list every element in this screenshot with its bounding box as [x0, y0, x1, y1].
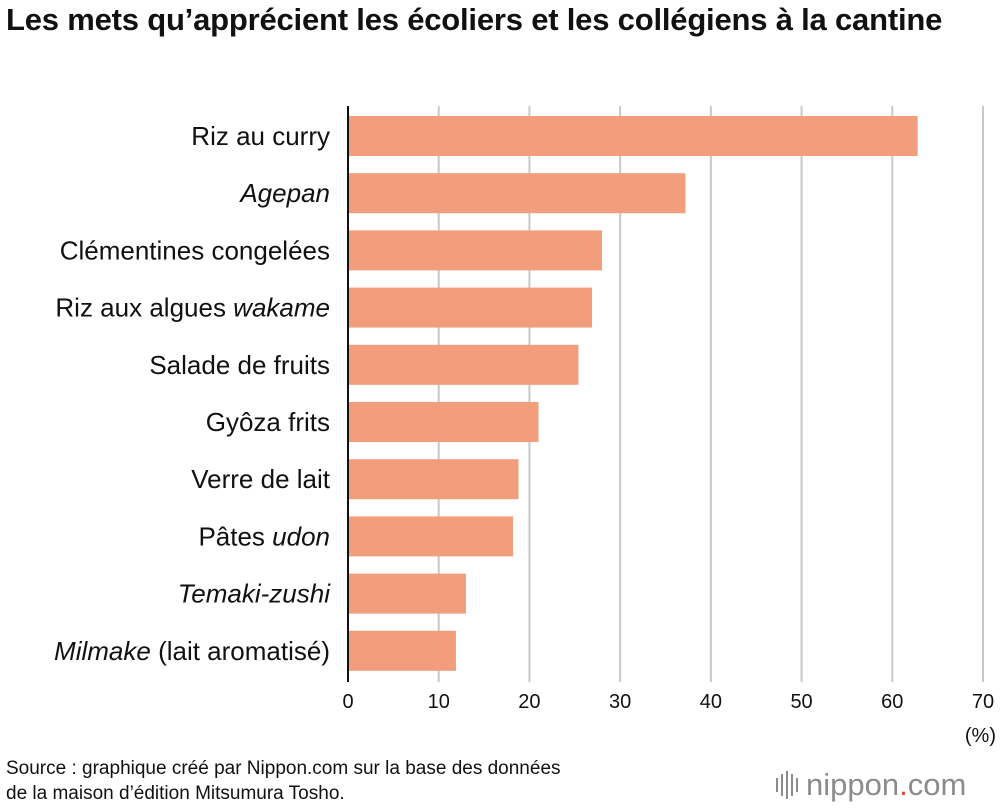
- category-label-part: wakame: [233, 293, 330, 323]
- category-label-part: Riz au curry: [191, 121, 330, 151]
- nippon-logo: nippon.com: [776, 767, 966, 802]
- category-label: Riz aux algues wakame: [55, 293, 330, 323]
- bars: [348, 116, 918, 671]
- x-tick-label: 30: [609, 691, 631, 713]
- bar: [348, 630, 456, 671]
- category-label: Agepan: [238, 178, 330, 208]
- source-line-1: Source : graphique créé par Nippon.com s…: [6, 758, 561, 779]
- logo-mark-icon: [776, 771, 798, 799]
- category-label-part: Riz aux algues: [55, 293, 233, 323]
- category-label: Verre de lait: [191, 464, 331, 494]
- bar: [348, 287, 593, 328]
- category-label: Temaki-zushi: [178, 579, 331, 609]
- x-tick-label: 50: [790, 691, 812, 713]
- brand-wordmark: nippon.com: [806, 767, 966, 802]
- bar: [348, 230, 602, 271]
- category-label-part: Verre de lait: [191, 464, 331, 494]
- bar: [348, 116, 918, 156]
- category-label: Gyôza frits: [206, 407, 330, 437]
- category-labels: Riz au curry Agepan Clémentines congelées R…: [54, 121, 331, 666]
- category-label-part: Agepan: [238, 178, 330, 208]
- category-label-part: udon: [272, 521, 330, 551]
- category-label-part: (lait aromatisé): [151, 636, 330, 666]
- x-tick-label: 70: [972, 691, 994, 713]
- bar: [348, 459, 519, 500]
- category-label-part: Gyôza frits: [206, 407, 330, 437]
- category-label: Pâtes udon: [198, 521, 330, 551]
- brand-name: nippon: [806, 767, 899, 802]
- category-label: Clémentines congelées: [60, 235, 330, 265]
- x-tick-label: 10: [428, 691, 450, 713]
- bar: [348, 402, 539, 442]
- x-tick-label: 20: [518, 691, 540, 713]
- bar: [348, 173, 686, 214]
- category-label-part: Milmake: [54, 636, 151, 666]
- brand-dot: .: [899, 767, 908, 802]
- bar: [348, 516, 514, 557]
- category-label: Salade de fruits: [149, 350, 330, 380]
- x-tick-labels: 0 10 20 30 40 50 60 70: [342, 691, 994, 713]
- category-label-part: Clémentines congelées: [60, 235, 330, 265]
- source-note: Source : graphique créé par Nippon.com s…: [6, 756, 766, 806]
- chart-title: Les mets qu’apprécient les écoliers et l…: [6, 2, 943, 37]
- brand-suffix: com: [908, 767, 967, 802]
- category-label-part: Temaki-zushi: [178, 579, 331, 609]
- bar: [348, 573, 466, 614]
- x-axis-unit: (%): [965, 725, 996, 747]
- category-label-part: Salade de fruits: [149, 350, 330, 380]
- category-label-part: Pâtes: [198, 521, 272, 551]
- x-tick-label: 40: [700, 691, 722, 713]
- category-label: Riz au curry: [191, 121, 330, 151]
- source-line-2: de la maison d’édition Mitsumura Tosho.: [6, 783, 345, 804]
- category-label: Milmake (lait aromatisé): [54, 636, 330, 666]
- bar: [348, 344, 579, 385]
- x-tick-label: 60: [881, 691, 903, 713]
- x-tick-label: 0: [342, 691, 353, 713]
